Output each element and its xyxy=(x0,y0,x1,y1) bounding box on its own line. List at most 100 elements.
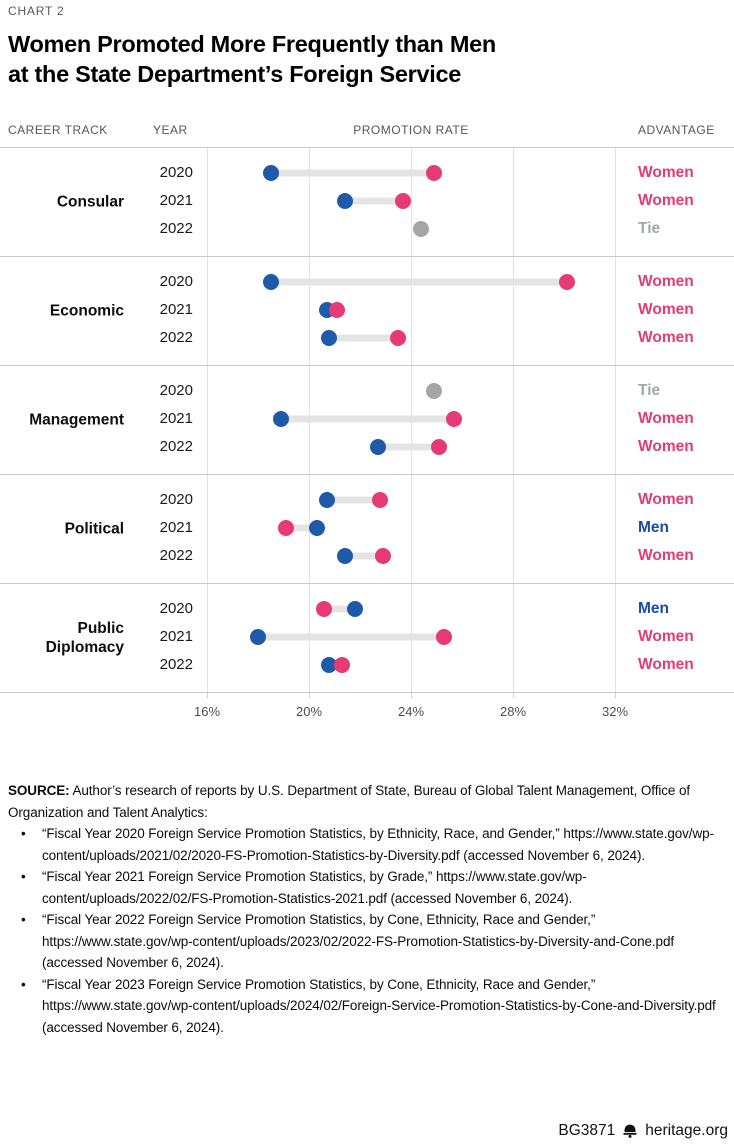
advantage-label: Women xyxy=(638,164,694,181)
connector-bar xyxy=(258,633,445,641)
year-row: 2021 Women xyxy=(0,405,734,433)
year-label: 2020 xyxy=(159,382,193,399)
career-track-section: Management 2020 Tie 2021 Women 2022 Women xyxy=(0,365,734,474)
advantage-label: Tie xyxy=(638,220,661,237)
women-dot xyxy=(372,492,389,508)
chart-title-line2: at the State Department’s Foreign Servic… xyxy=(8,61,462,87)
men-dot xyxy=(308,520,325,536)
women-dot xyxy=(436,629,453,645)
career-track-label: Management xyxy=(29,411,124,429)
career-track-section: Public Diplomacy 2020 Men 2021 Women 2022 Wome… xyxy=(0,583,734,692)
source-bullet-text: “Fiscal Year 2021 Foreign Service Promot… xyxy=(42,869,587,906)
year-label: 2022 xyxy=(159,438,193,455)
men-dot xyxy=(321,657,338,673)
career-track-section: Economic 2020 Women 2021 Women 2022 Women xyxy=(0,256,734,365)
source-label: SOURCE: xyxy=(8,783,70,798)
source-intro: SOURCE: Author’s research of reports by … xyxy=(8,780,728,823)
advantage-label: Women xyxy=(638,301,694,318)
year-label: 2021 xyxy=(159,301,193,318)
column-header-promotion-rate: PROMOTION RATE xyxy=(353,123,469,137)
year-label: 2020 xyxy=(159,273,193,290)
source-bullet-text: “Fiscal Year 2023 Foreign Service Promot… xyxy=(42,976,716,1035)
dumbbell-plot-area: Consular 2020 Women 2021 Women 2022 Tie Economi… xyxy=(0,147,734,693)
year-row: 2020 Women xyxy=(0,159,734,187)
advantage-label: Men xyxy=(638,519,669,536)
connector-bar xyxy=(329,334,399,342)
women-dot xyxy=(278,520,295,536)
advantage-label: Women xyxy=(638,192,694,209)
x-axis-tick-label: 16% xyxy=(193,704,221,719)
tie-dot xyxy=(413,221,430,237)
chart-title: Women Promoted More Frequently than Men … xyxy=(8,29,496,89)
advantage-label: Women xyxy=(638,410,694,427)
x-axis-tick-label: 32% xyxy=(601,704,629,719)
x-axis-tick-label: 24% xyxy=(397,704,425,719)
men-dot xyxy=(369,439,386,455)
x-axis-tick xyxy=(513,692,514,698)
year-label: 2021 xyxy=(159,519,193,536)
women-dot xyxy=(329,302,346,318)
year-row: 2022 Women xyxy=(0,542,734,570)
x-axis-tick xyxy=(615,692,616,698)
year-row: 2021 Women xyxy=(0,623,734,651)
source-bullet-item: • “Fiscal Year 2022 Foreign Service Promo… xyxy=(8,909,728,974)
connector-bar xyxy=(377,443,440,451)
section-rows: 2020 Women 2021 Women 2022 Women xyxy=(0,268,734,352)
x-axis-tick-label: 20% xyxy=(295,704,323,719)
year-row: 2021 Men xyxy=(0,514,734,542)
connector-bar xyxy=(270,169,434,177)
column-header-advantage: ADVANTAGE xyxy=(638,123,715,137)
career-track-label: Consular xyxy=(56,193,124,211)
women-dot xyxy=(446,411,463,427)
column-header-year: YEAR xyxy=(153,123,188,137)
column-header-career-track: CAREER TRACK xyxy=(8,123,108,137)
men-dot xyxy=(336,193,353,209)
section-rows: 2020 Men 2021 Women 2022 Women xyxy=(0,595,734,679)
chart-title-line1: Women Promoted More Frequently than Men xyxy=(8,31,496,57)
advantage-label: Women xyxy=(638,329,694,346)
gridline xyxy=(207,147,208,692)
year-label: 2021 xyxy=(159,628,193,645)
connector-bar xyxy=(344,197,404,205)
women-dot xyxy=(374,548,391,564)
section-rows: 2020 Women 2021 Women 2022 Tie xyxy=(0,159,734,243)
men-dot xyxy=(336,548,353,564)
advantage-label: Men xyxy=(638,600,669,617)
advantage-label: Women xyxy=(638,273,694,290)
career-track-section: Consular 2020 Women 2021 Women 2022 Tie xyxy=(0,147,734,256)
women-dot xyxy=(395,193,412,209)
source-bullet-item: • “Fiscal Year 2021 Foreign Service Promo… xyxy=(8,866,728,909)
year-row: 2021 Women xyxy=(0,296,734,324)
connector-bar xyxy=(286,524,317,532)
advantage-label: Women xyxy=(638,491,694,508)
connector-bar xyxy=(270,278,567,286)
year-row: 2020 Tie xyxy=(0,377,734,405)
advantage-label: Women xyxy=(638,438,694,455)
advantage-label: Women xyxy=(638,628,694,645)
women-dot xyxy=(558,274,575,290)
source-note: SOURCE: Author’s research of reports by … xyxy=(8,780,728,1038)
year-row: 2022 Women xyxy=(0,651,734,679)
men-dot xyxy=(272,411,289,427)
year-label: 2022 xyxy=(159,220,193,237)
career-track-label: Public Diplomacy xyxy=(45,620,124,656)
women-dot xyxy=(390,330,407,346)
men-dot xyxy=(262,165,279,181)
bullet-dot: • xyxy=(21,912,26,927)
x-axis-tick xyxy=(411,692,412,698)
gridline xyxy=(615,147,616,692)
career-track-label: Economic xyxy=(49,302,124,320)
advantage-label: Women xyxy=(638,547,694,564)
source-intro-text: Author’s research of reports by U.S. Dep… xyxy=(8,783,691,820)
advantage-label: Women xyxy=(638,656,694,673)
year-label: 2021 xyxy=(159,192,193,209)
women-dot xyxy=(334,657,351,673)
men-dot xyxy=(321,330,338,346)
year-label: 2021 xyxy=(159,410,193,427)
year-row: 2020 Women xyxy=(0,268,734,296)
chart-number-label: CHART 2 xyxy=(8,4,65,18)
bullet-dot: • xyxy=(21,869,26,884)
source-bullet-list: • “Fiscal Year 2020 Foreign Service Promo… xyxy=(8,823,728,1038)
gridline xyxy=(513,147,514,692)
year-label: 2020 xyxy=(159,600,193,617)
